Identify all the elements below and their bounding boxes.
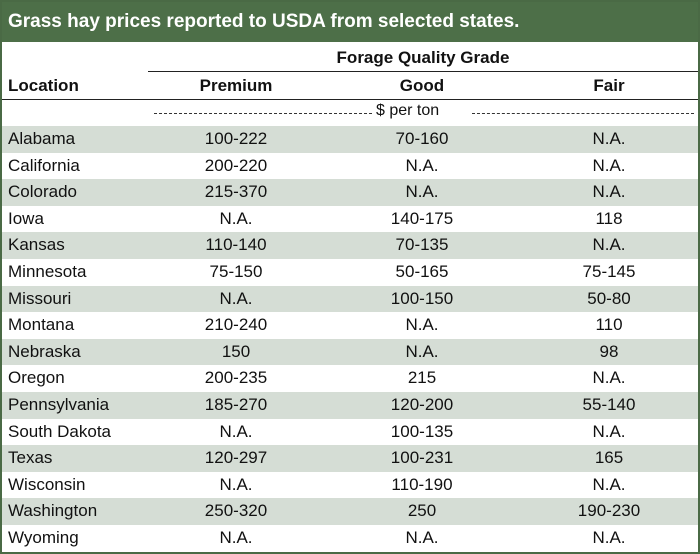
good-cell: 110-190	[391, 474, 453, 494]
premium-cell: N.A.	[219, 527, 253, 547]
premium-cell: 200-235	[204, 368, 268, 388]
good-cell: 50-165	[395, 261, 449, 281]
location-cell: Pennsylvania	[8, 394, 110, 414]
units-dash-right	[472, 113, 694, 114]
fair-cell: N.A.	[592, 182, 626, 202]
premium-cell: N.A.	[219, 474, 253, 494]
table-row: California 200-220 N.A. N.A.	[2, 153, 698, 180]
table-row: Washington 250-320 250 190-230	[2, 498, 698, 525]
location-cell: Oregon	[8, 368, 65, 388]
premium-cell: 250-320	[204, 501, 268, 521]
table-row: Minnesota 75-150 50-165 75-145	[2, 259, 698, 286]
location-cell: Montana	[8, 315, 75, 335]
premium-cell: N.A.	[219, 288, 253, 308]
table-row: Wisconsin N.A. 110-190 N.A.	[2, 472, 698, 499]
premium-cell: 150	[221, 341, 251, 361]
good-cell: 100-231	[390, 448, 454, 468]
premium-cell: 75-150	[209, 261, 263, 281]
location-cell: Washington	[8, 501, 98, 521]
location-cell: Minnesota	[8, 261, 87, 281]
table-row: South Dakota N.A. 100-135 N.A.	[2, 419, 698, 446]
table-row: Oregon 200-235 215 N.A.	[2, 365, 698, 392]
good-cell: 100-135	[390, 421, 454, 441]
good-cell: 215	[407, 368, 437, 388]
good-cell: N.A.	[405, 155, 439, 175]
location-cell: Iowa	[8, 208, 44, 228]
fair-cell: N.A.	[592, 129, 626, 148]
column-header-good: Good	[399, 76, 445, 95]
header-rule	[2, 99, 698, 100]
location-cell: Missouri	[8, 288, 72, 308]
table-row: Wyoming N.A. N.A. N.A.	[2, 525, 698, 552]
good-cell: 100-150	[390, 288, 454, 308]
good-cell: N.A.	[405, 527, 439, 547]
units-label: $ per ton	[374, 102, 442, 120]
table-header: Forage Quality Grade Location Premium Go…	[2, 42, 698, 100]
fair-cell: N.A.	[592, 474, 626, 494]
column-header-premium: Premium	[199, 76, 273, 95]
table-body: Alabama 100-222 70-160 N.A. California 200-22…	[2, 126, 698, 552]
location-cell: Colorado	[8, 182, 77, 202]
fair-cell: 165	[594, 448, 624, 468]
fair-cell: N.A.	[592, 421, 626, 441]
fair-cell: N.A.	[592, 235, 626, 255]
premium-cell: 110-140	[205, 235, 267, 255]
premium-cell: 200-220	[204, 155, 268, 175]
fair-cell: 190-230	[577, 501, 641, 521]
table-row: Nebraska 150 N.A. 98	[2, 338, 698, 366]
fair-cell: 50-80	[587, 288, 631, 308]
table-row: Missouri N.A. 100-150 50-80	[2, 285, 698, 313]
location-cell: Nebraska	[8, 341, 81, 361]
premium-cell: 215-370	[204, 182, 268, 202]
location-cell: Wyoming	[8, 527, 79, 547]
table-row: Montana 210-240 N.A. 110	[2, 312, 698, 339]
table-row: Colorado 215-370 N.A. N.A.	[2, 179, 698, 206]
fair-cell: N.A.	[592, 527, 626, 547]
table-row: Kansas 110-140 70-135 N.A.	[2, 232, 698, 259]
fair-cell: 55-140	[582, 394, 636, 414]
table-title: Grass hay prices reported to USDA from s…	[2, 2, 698, 42]
fair-cell: 75-145	[582, 261, 636, 281]
fair-cell: 98	[599, 341, 619, 361]
fair-cell: 118	[595, 208, 623, 228]
premium-cell: N.A.	[219, 421, 253, 441]
good-cell: 140-175	[390, 208, 454, 228]
table-row: Alabama 100-222 70-160 N.A.	[2, 126, 698, 153]
location-cell: Texas	[8, 448, 53, 468]
good-cell: N.A.	[405, 315, 439, 335]
premium-cell: 210-240	[204, 315, 268, 335]
fair-cell: N.A.	[592, 155, 626, 175]
premium-cell: 100-222	[204, 129, 268, 148]
column-header-location: Location	[8, 76, 79, 95]
good-cell: N.A.	[405, 182, 439, 202]
units-row: $ per ton	[2, 100, 698, 126]
table-row: Texas 120-297 100-231 165	[2, 445, 698, 472]
table-row: Iowa N.A. 140-175 118	[2, 206, 698, 233]
premium-cell: N.A.	[219, 208, 253, 228]
units-dash-left	[154, 113, 372, 114]
location-cell: Kansas	[8, 235, 65, 255]
good-cell: 70-135	[395, 235, 449, 255]
premium-cell: 185-270	[204, 394, 268, 414]
location-cell: Alabama	[8, 129, 76, 148]
location-cell: Wisconsin	[8, 474, 86, 494]
group-header-rule	[148, 71, 698, 72]
table-row: Pennsylvania 185-270 120-200 55-140	[2, 391, 698, 419]
column-header-fair: Fair	[593, 76, 625, 95]
good-cell: 120-200	[390, 394, 454, 414]
group-header: Forage Quality Grade	[336, 48, 510, 67]
good-cell: N.A.	[405, 341, 439, 361]
location-cell: South Dakota	[8, 421, 112, 441]
premium-cell: 120-297	[204, 448, 268, 468]
fair-cell: 110	[595, 315, 623, 335]
fair-cell: N.A.	[592, 368, 626, 388]
good-cell: 70-160	[395, 129, 449, 148]
location-cell: California	[8, 155, 80, 175]
good-cell: 250	[407, 501, 437, 521]
